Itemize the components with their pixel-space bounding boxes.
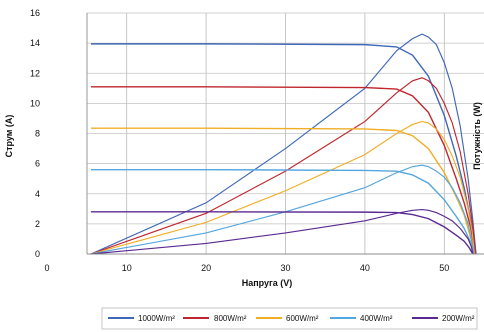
y-tick-label-8: 8 [35,129,40,139]
legend-box [101,307,478,330]
y-axis-title: Струм (А) [4,115,14,158]
series-2-power-line [90,77,476,255]
y-tick-label-16: 16 [30,8,40,18]
series-4-power-line [90,164,475,255]
y-tick-label-2: 2 [35,219,40,229]
legend-label-1: 1000W/m² [138,314,175,323]
series-2-current-line [90,86,476,255]
legend-layer: 1000W/m² 800W/m² 600W/m² 400W/m² 200W/m² [108,314,475,323]
y-tick-label-6: 6 [35,159,40,169]
x-tick-label-0: 0 [44,263,49,273]
series-3-current-line [90,127,476,255]
y2-axis-title: Потужність (W) [472,102,482,170]
y-tick-label-4: 4 [35,189,40,199]
series-1-power-line [90,33,477,255]
series-layer [90,33,477,255]
x-tick-label-50: 50 [439,263,449,273]
legend-label-4: 400W/m² [360,314,393,323]
y-tick-label-12: 12 [30,68,40,78]
series-4-current-line [90,168,475,255]
x-axis-title: Напруга (V) [242,278,293,288]
series-3-power-line [90,120,476,255]
y-tick-label-10: 10 [30,98,40,108]
legend-label-5: 200W/m² [442,314,475,323]
x-tick-label-30: 30 [280,263,290,273]
x-tick-label-10: 10 [122,263,132,273]
series-1-current-line [90,43,477,255]
axis-layer: 0 10 20 30 40 50 0 2 4 6 8 10 12 14 16 [30,8,484,273]
series-5-power-line [90,208,474,255]
x-tick-label-20: 20 [201,263,211,273]
series-5-current-line [90,211,474,255]
legend-label-2: 800W/m² [214,314,247,323]
legend-label-3: 600W/m² [286,314,319,323]
y-tick-label-14: 14 [30,38,40,48]
x-tick-label-40: 40 [360,263,370,273]
y-tick-label-0: 0 [35,249,40,259]
